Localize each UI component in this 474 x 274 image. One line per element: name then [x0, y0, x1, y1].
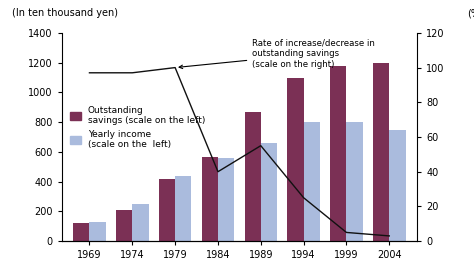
Bar [304, 122, 320, 241]
Legend: Outstanding
savings (scale on the left), Yearly income
(scale on the  left): Outstanding savings (scale on the left),… [68, 104, 207, 151]
Bar [116, 210, 132, 241]
Bar [90, 222, 106, 241]
Bar [261, 143, 277, 241]
Bar [201, 157, 218, 241]
Bar [73, 223, 90, 241]
Bar [330, 66, 346, 241]
Bar [218, 158, 234, 241]
Text: Rate of increase/decrease in
outstanding savings
(scale on the right): Rate of increase/decrease in outstanding… [179, 39, 375, 68]
Bar [389, 130, 406, 241]
Bar [373, 63, 389, 241]
Bar [132, 204, 148, 241]
Text: (In ten thousand yen): (In ten thousand yen) [12, 8, 118, 18]
Bar [287, 78, 304, 241]
Bar [159, 179, 175, 241]
Text: (%): (%) [467, 8, 474, 18]
Bar [346, 122, 363, 241]
Bar [245, 112, 261, 241]
Bar [175, 176, 191, 241]
